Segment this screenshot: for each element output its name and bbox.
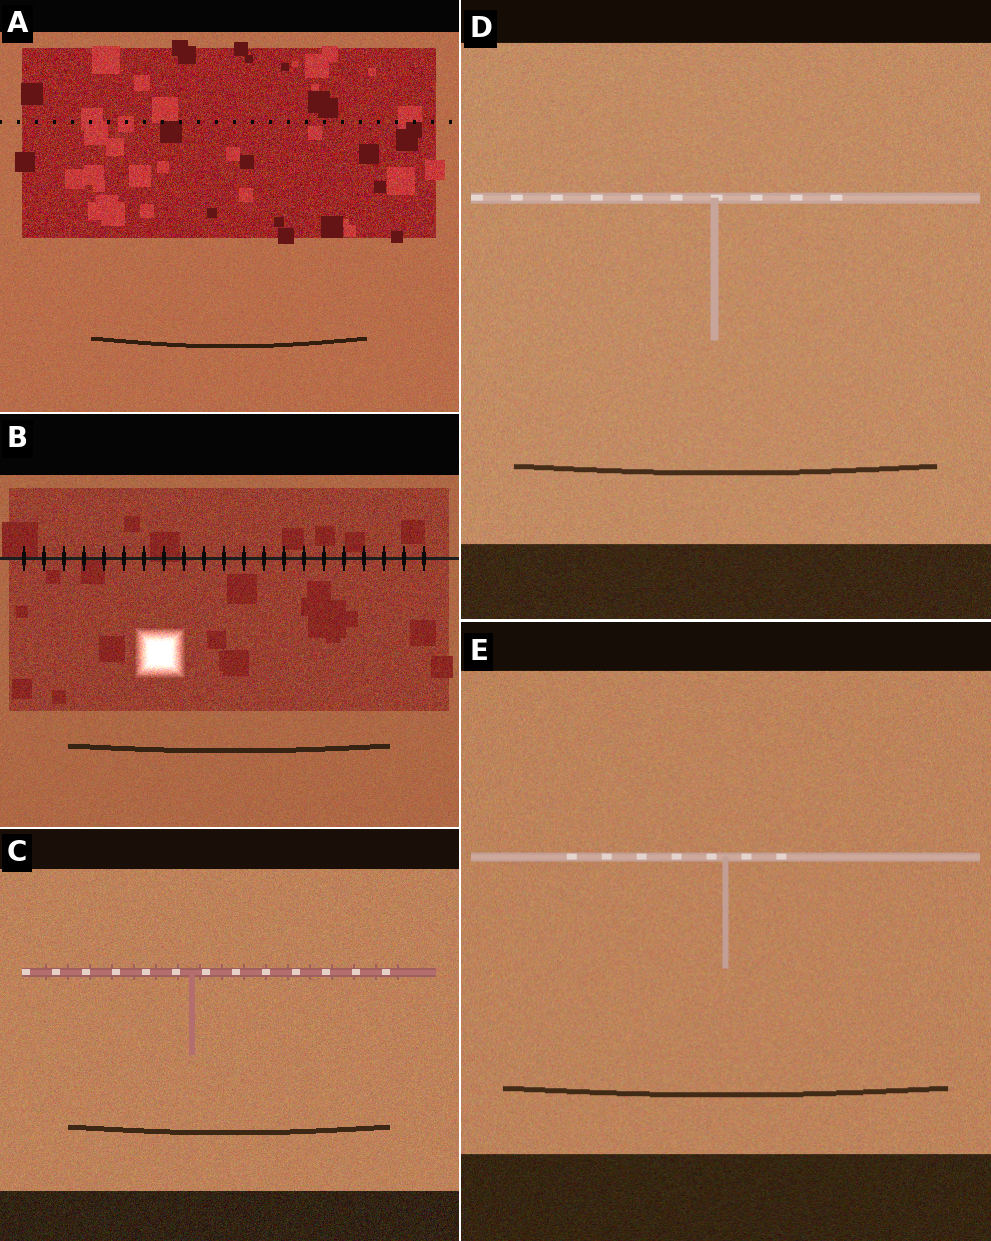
- Text: D: D: [470, 15, 493, 43]
- Text: A: A: [7, 10, 29, 38]
- Text: B: B: [7, 424, 28, 453]
- Text: C: C: [7, 839, 27, 867]
- Text: E: E: [470, 638, 489, 666]
